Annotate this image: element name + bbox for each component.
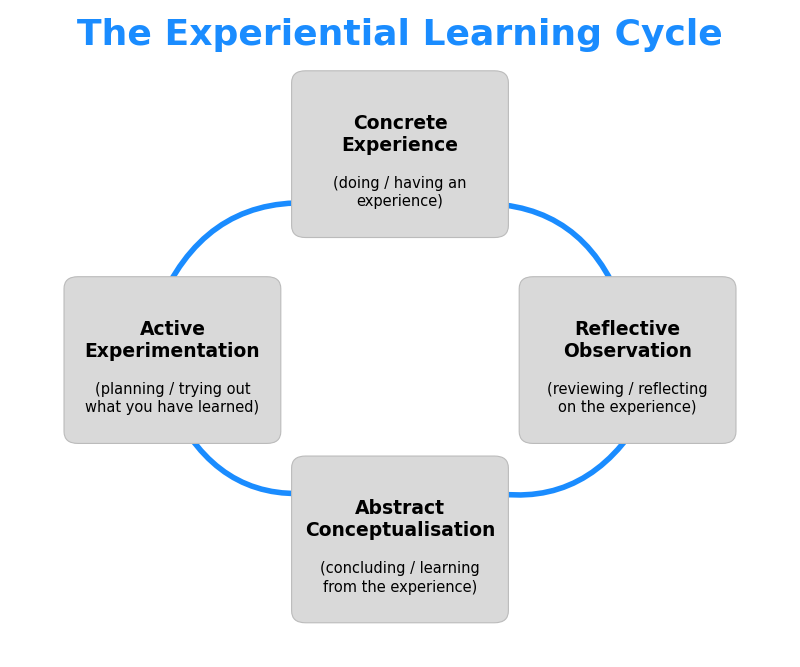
FancyBboxPatch shape: [292, 456, 508, 623]
Text: (doing / having an
experience): (doing / having an experience): [334, 176, 466, 209]
Text: (concluding / learning
from the experience): (concluding / learning from the experien…: [320, 561, 480, 595]
FancyBboxPatch shape: [64, 277, 281, 444]
FancyBboxPatch shape: [519, 277, 736, 444]
Text: (reviewing / reflecting
on the experience): (reviewing / reflecting on the experienc…: [547, 382, 708, 416]
FancyArrowPatch shape: [466, 203, 622, 293]
FancyBboxPatch shape: [292, 71, 508, 237]
Text: Concrete
Experience: Concrete Experience: [342, 114, 458, 155]
FancyArrowPatch shape: [179, 428, 334, 494]
Text: The Experiential Learning Cycle: The Experiential Learning Cycle: [77, 18, 723, 52]
Text: Reflective
Observation: Reflective Observation: [563, 319, 692, 361]
FancyArrowPatch shape: [163, 193, 321, 295]
FancyArrowPatch shape: [479, 424, 637, 501]
Text: (planning / trying out
what you have learned): (planning / trying out what you have lea…: [86, 382, 259, 416]
Text: Abstract
Conceptualisation: Abstract Conceptualisation: [305, 499, 495, 540]
Text: Active
Experimentation: Active Experimentation: [85, 319, 260, 361]
